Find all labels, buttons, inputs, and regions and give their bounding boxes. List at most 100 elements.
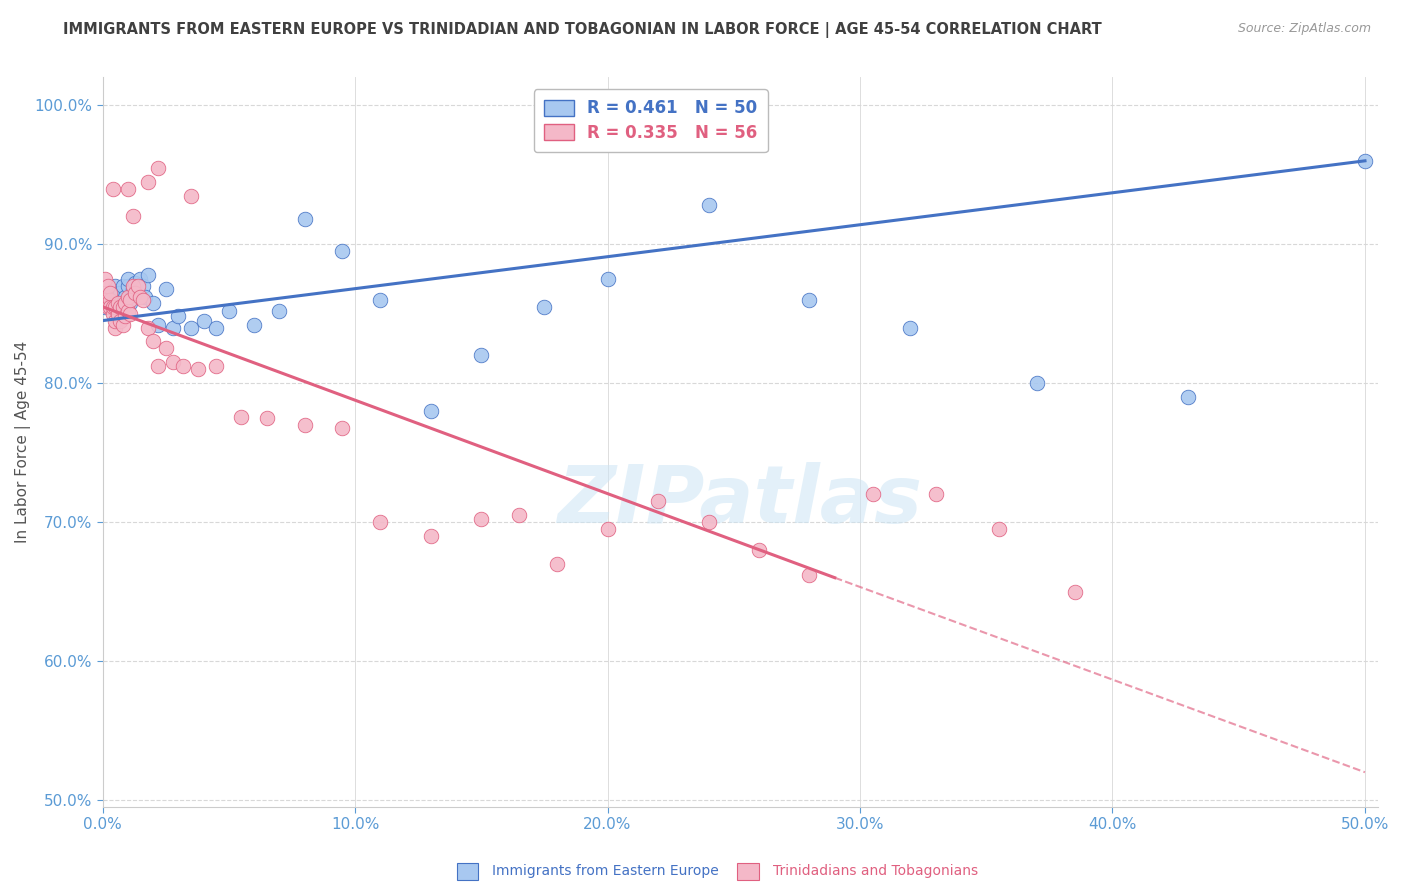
Point xyxy=(104,293,127,307)
Point xyxy=(533,300,555,314)
Point xyxy=(117,181,139,195)
Text: Source: ZipAtlas.com: Source: ZipAtlas.com xyxy=(1237,22,1371,36)
Point xyxy=(104,300,127,314)
Point xyxy=(155,282,177,296)
Point xyxy=(925,487,948,501)
Point xyxy=(368,515,391,529)
Point xyxy=(193,313,215,327)
Point xyxy=(1063,584,1085,599)
Point xyxy=(294,212,316,227)
Point xyxy=(697,515,720,529)
Point xyxy=(134,290,156,304)
Point xyxy=(167,310,190,324)
Point xyxy=(114,290,136,304)
Point xyxy=(114,297,136,311)
Point xyxy=(180,188,202,202)
Point xyxy=(332,420,354,434)
Point xyxy=(94,300,117,314)
Point xyxy=(98,285,121,300)
Point xyxy=(117,278,139,293)
Point xyxy=(120,293,142,307)
Legend: R = 0.461   N = 50, R = 0.335   N = 56: R = 0.461 N = 50, R = 0.335 N = 56 xyxy=(534,89,768,153)
Point xyxy=(104,278,127,293)
Point xyxy=(419,404,441,418)
Point xyxy=(111,300,134,314)
Point xyxy=(117,290,139,304)
Point xyxy=(111,318,134,332)
Point xyxy=(162,320,184,334)
Point xyxy=(1354,153,1376,168)
Point xyxy=(97,293,120,307)
Point xyxy=(121,282,143,296)
Point xyxy=(470,512,492,526)
Point xyxy=(799,293,821,307)
Text: ZIPatlas: ZIPatlas xyxy=(558,461,922,540)
Point xyxy=(97,300,120,314)
Point xyxy=(987,522,1010,536)
Point xyxy=(114,295,136,310)
Point xyxy=(120,307,142,321)
Point xyxy=(91,293,114,307)
Point xyxy=(136,320,159,334)
Point xyxy=(127,278,149,293)
Point xyxy=(205,320,228,334)
Point xyxy=(129,290,152,304)
Point xyxy=(111,300,134,314)
Point xyxy=(596,272,619,286)
Point xyxy=(900,320,922,334)
Point xyxy=(101,181,124,195)
Point xyxy=(127,285,149,300)
Point xyxy=(508,508,530,523)
Point xyxy=(146,318,169,332)
Point xyxy=(470,348,492,362)
Point xyxy=(155,342,177,356)
Point xyxy=(218,304,240,318)
Point xyxy=(94,272,117,286)
Point xyxy=(146,359,169,374)
Point xyxy=(108,293,131,307)
Point xyxy=(142,295,165,310)
Point xyxy=(862,487,884,501)
Text: Trinidadians and Tobagonians: Trinidadians and Tobagonians xyxy=(772,864,977,879)
Point xyxy=(231,409,253,424)
Text: IMMIGRANTS FROM EASTERN EUROPE VS TRINIDADIAN AND TOBAGONIAN IN LABOR FORCE | AG: IMMIGRANTS FROM EASTERN EUROPE VS TRINID… xyxy=(63,22,1102,38)
Point xyxy=(146,161,169,175)
Point xyxy=(697,198,720,212)
Point xyxy=(124,276,146,290)
Point xyxy=(121,210,143,224)
Y-axis label: In Labor Force | Age 45-54: In Labor Force | Age 45-54 xyxy=(15,341,31,543)
Point xyxy=(107,295,129,310)
Point xyxy=(108,285,131,300)
Point xyxy=(180,320,202,334)
Point xyxy=(129,272,152,286)
Point xyxy=(104,300,127,314)
Point xyxy=(98,300,121,314)
Point xyxy=(108,313,131,327)
Point xyxy=(136,175,159,189)
Point xyxy=(256,410,278,425)
Point xyxy=(97,278,120,293)
Point xyxy=(748,542,770,557)
Point xyxy=(162,355,184,369)
Point xyxy=(132,293,155,307)
Point xyxy=(101,300,124,314)
Point xyxy=(101,285,124,300)
Point xyxy=(368,293,391,307)
Point xyxy=(1177,390,1199,404)
Point xyxy=(117,304,139,318)
Point xyxy=(124,285,146,300)
Text: Immigrants from Eastern Europe: Immigrants from Eastern Europe xyxy=(492,864,718,879)
Point xyxy=(101,307,124,321)
Point xyxy=(1025,376,1047,391)
Point xyxy=(107,295,129,310)
Point xyxy=(187,362,209,376)
Point xyxy=(799,568,821,582)
Point xyxy=(107,307,129,321)
Point xyxy=(101,293,124,307)
Point xyxy=(596,522,619,536)
Point xyxy=(98,300,121,314)
Point xyxy=(142,334,165,349)
Point xyxy=(647,494,669,508)
Point xyxy=(419,529,441,543)
Point xyxy=(269,304,291,318)
